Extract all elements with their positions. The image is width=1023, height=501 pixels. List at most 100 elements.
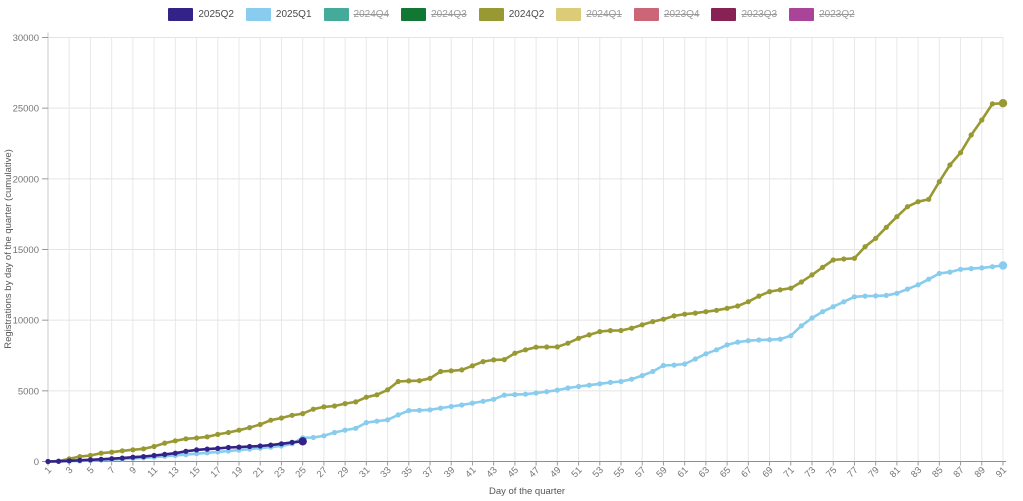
series-point — [66, 458, 72, 464]
legend-item-2023Q4[interactable]: 2023Q4 — [633, 8, 699, 21]
series-point — [820, 264, 826, 270]
legend-label: 2025Q1 — [275, 9, 312, 20]
series-point — [851, 255, 858, 261]
series-point — [926, 276, 932, 282]
series-point — [310, 434, 316, 441]
legend-item-2024Q3[interactable]: 2024Q3 — [401, 8, 467, 21]
series-point — [151, 452, 157, 459]
x-tick-label: 57 — [633, 465, 648, 480]
series-point — [427, 407, 433, 413]
series-point — [225, 429, 231, 436]
x-tick-label: 5 — [85, 465, 97, 477]
series-point — [735, 303, 741, 309]
series-point — [851, 294, 858, 300]
x-tick-label: 77 — [845, 465, 860, 480]
series-point — [448, 403, 454, 410]
series-point — [936, 270, 942, 277]
x-tick-label: 91 — [994, 465, 1009, 480]
legend-item-2024Q4[interactable]: 2024Q4 — [323, 8, 389, 21]
x-tick-label: 47 — [527, 465, 542, 480]
series-point — [597, 329, 603, 335]
series-point — [788, 285, 794, 291]
series-point — [491, 396, 497, 402]
series-point — [278, 441, 284, 447]
series-point — [416, 407, 422, 413]
series-point — [363, 394, 369, 400]
series-point — [77, 454, 83, 460]
y-tick-label: 15000 — [13, 245, 39, 256]
series-point — [904, 204, 911, 210]
series-point — [650, 319, 656, 325]
legend-swatch-icon — [789, 8, 815, 21]
series-point — [522, 347, 529, 353]
series-line-2025Q1 — [46, 264, 1005, 463]
x-tick-label: 13 — [166, 465, 181, 480]
series-point — [576, 335, 582, 341]
series-point — [438, 405, 444, 411]
series-point — [448, 368, 454, 374]
x-tick-label: 41 — [463, 465, 478, 480]
x-tick-label: 61 — [676, 465, 691, 480]
series-point — [140, 446, 147, 452]
series-point — [385, 387, 391, 393]
legend-item-2024Q1[interactable]: 2024Q1 — [556, 8, 622, 21]
series-point — [703, 351, 709, 357]
series-2025Q1 — [45, 261, 1008, 465]
legend-label: 2024Q1 — [586, 9, 622, 20]
series-point — [98, 450, 104, 456]
x-tick-label: 3 — [64, 465, 76, 477]
series-point — [395, 412, 401, 418]
series-point — [989, 264, 996, 270]
series-line-2024Q2 — [46, 101, 1005, 463]
series-point — [544, 389, 550, 395]
series-point — [204, 446, 210, 452]
legend-item-2024Q2[interactable]: 2024Q2 — [478, 8, 544, 21]
series-point — [724, 305, 730, 311]
series-point — [172, 438, 178, 444]
series-point — [873, 293, 879, 299]
series-point — [512, 350, 518, 356]
series-point — [894, 214, 900, 220]
series-point — [671, 362, 677, 368]
x-tick-label: 25 — [294, 465, 309, 480]
series-point — [395, 378, 401, 385]
x-tick-label: 79 — [867, 465, 882, 480]
x-tick-label: 35 — [400, 465, 415, 480]
series-point — [756, 293, 762, 299]
series-point — [416, 378, 422, 384]
series-point — [151, 443, 157, 450]
series-point — [459, 402, 465, 408]
series-point — [342, 401, 348, 407]
series-point — [904, 286, 911, 292]
series-point — [268, 417, 274, 423]
series-point — [989, 101, 996, 107]
series-point — [820, 309, 826, 315]
series-point — [873, 235, 879, 241]
legend-item-2023Q2[interactable]: 2023Q2 — [789, 8, 855, 21]
series-point — [522, 391, 529, 397]
x-tick-label: 89 — [973, 465, 988, 480]
series-point — [427, 375, 433, 381]
legend-item-2025Q1[interactable]: 2025Q1 — [245, 8, 312, 21]
legend-swatch-icon — [633, 8, 659, 21]
series-point — [533, 390, 539, 396]
series-point — [183, 436, 189, 442]
series-point — [883, 292, 889, 298]
legend-item-2023Q3[interactable]: 2023Q3 — [711, 8, 777, 21]
series-point — [660, 362, 667, 369]
series-point — [692, 356, 698, 362]
series-point — [618, 327, 624, 334]
series-point — [300, 411, 306, 417]
x-tick-label: 69 — [760, 465, 775, 480]
series-point — [491, 357, 497, 363]
series-point — [310, 406, 316, 412]
series-point — [979, 265, 985, 271]
x-tick-label: 7 — [106, 465, 118, 477]
legend-item-2025Q2[interactable]: 2025Q2 — [168, 8, 234, 21]
series-point — [247, 443, 253, 450]
series-point — [629, 376, 635, 382]
x-tick-label: 31 — [357, 465, 372, 480]
series-point — [257, 421, 263, 428]
